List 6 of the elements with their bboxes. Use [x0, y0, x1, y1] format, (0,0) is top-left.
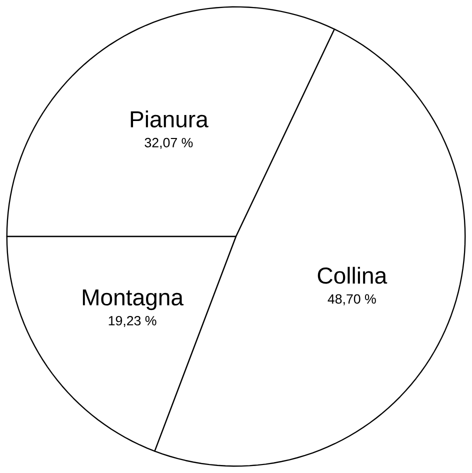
slice-label: Collina: [318, 266, 388, 284]
data-label: 32,07 %: [144, 138, 193, 149]
data-label: 19,23 %: [108, 316, 156, 328]
slice-label: Montagna: [82, 289, 184, 310]
data-label: 48,70 %: [328, 294, 376, 306]
slice-label: Pianura: [130, 110, 208, 128]
